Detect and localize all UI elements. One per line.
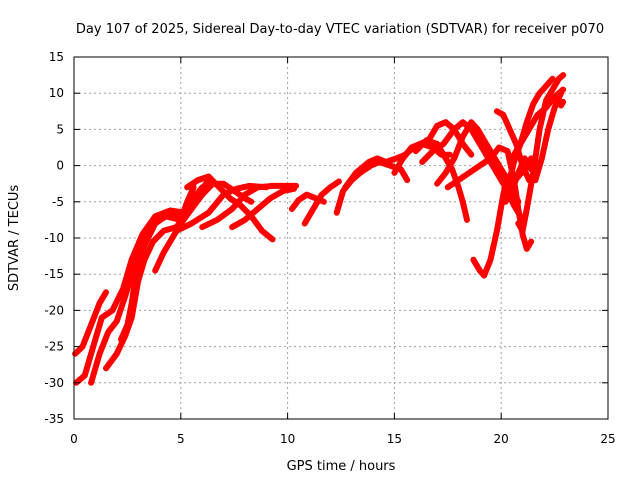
- trace-6: [152, 180, 255, 274]
- y-tick-label: -5: [52, 195, 64, 209]
- y-tick-label: -15: [44, 267, 64, 281]
- trace-10: [229, 185, 297, 231]
- trace-9: [199, 182, 300, 231]
- x-axis-label: GPS time / hours: [287, 459, 396, 474]
- trace-5: [118, 211, 180, 343]
- y-axis-label: SDTVAR / TECUs: [7, 185, 22, 292]
- y-tick-label: -20: [44, 303, 64, 317]
- trace-27: [558, 98, 567, 109]
- x-tick-label: 0: [70, 432, 78, 446]
- trace-24: [502, 155, 541, 205]
- y-tick-label: 15: [49, 50, 64, 64]
- x-tick-label: 25: [600, 432, 615, 446]
- chart-title: Day 107 of 2025, Sidereal Day-to-day VTE…: [76, 22, 604, 37]
- x-tick-label: 5: [177, 432, 185, 446]
- trace-12: [301, 178, 342, 227]
- y-tick-label: 10: [49, 86, 64, 100]
- axis-ticks: 0 5 10 15 20 25 -35 -30 -25 -20 -15 -10 -5 0 5 10 15: [44, 50, 615, 446]
- x-tick-label: 10: [280, 432, 295, 446]
- trace-23: [504, 75, 556, 191]
- trace-26: [515, 155, 535, 180]
- y-tick-label: 0: [56, 159, 64, 173]
- trace-15: [391, 119, 475, 176]
- y-tick-label: 5: [56, 122, 64, 136]
- trace-8: [173, 182, 270, 234]
- trace-1: [72, 289, 109, 357]
- data-traces: [72, 72, 567, 386]
- y-tick-label: -10: [44, 231, 64, 245]
- trace-25: [508, 86, 567, 162]
- y-tick-label: -30: [44, 376, 64, 390]
- trace-22: [515, 72, 567, 234]
- y-tick-label: -25: [44, 340, 64, 354]
- y-tick-label: -35: [44, 412, 64, 426]
- trace-7: [184, 173, 276, 243]
- x-tick-label: 15: [387, 432, 402, 446]
- x-tick-label: 20: [494, 432, 509, 446]
- trace-19: [444, 144, 535, 252]
